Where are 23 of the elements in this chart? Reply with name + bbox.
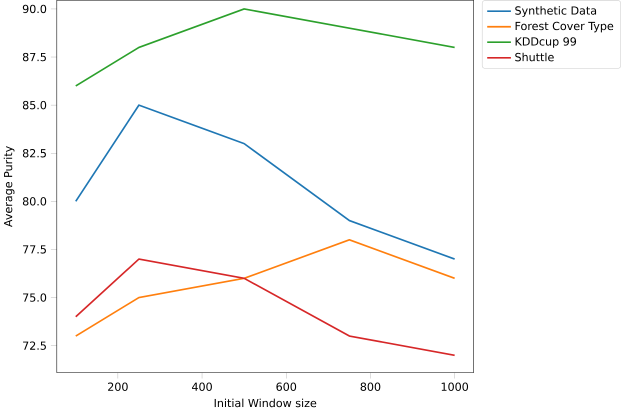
y-tick-label: 72.5	[23, 341, 46, 350]
x-tick-label: 800	[360, 382, 380, 391]
y-tick-label: 75.0	[23, 293, 46, 302]
legend-label: Shuttle	[515, 52, 554, 62]
y-tick-label: 90.0	[22, 4, 46, 14]
x-tick-label: 1000	[442, 382, 468, 391]
legend-label: Synthetic Data	[515, 6, 596, 17]
line-series	[74, 104, 456, 260]
x-tick-label: 600	[276, 382, 296, 391]
y-tick-label: 87.5	[22, 52, 46, 62]
legend-label: Forest Cover Type	[516, 22, 614, 32]
y-tick-label: 85.0	[22, 100, 46, 110]
y-axis-title: Average Purity	[4, 146, 14, 228]
y-tick-label: 82.5	[22, 149, 46, 158]
y-tick-label: 80.0	[22, 197, 46, 206]
x-axis-title: Initial Window size	[214, 398, 316, 408]
x-tick-label: 200	[108, 382, 128, 391]
x-tick-label: 400	[192, 382, 212, 391]
legend-label: KDDcup 99	[516, 37, 576, 48]
line-series	[74, 239, 456, 337]
line-series	[74, 258, 456, 356]
line-series	[74, 8, 456, 87]
y-tick-label: 77.5	[23, 245, 46, 254]
